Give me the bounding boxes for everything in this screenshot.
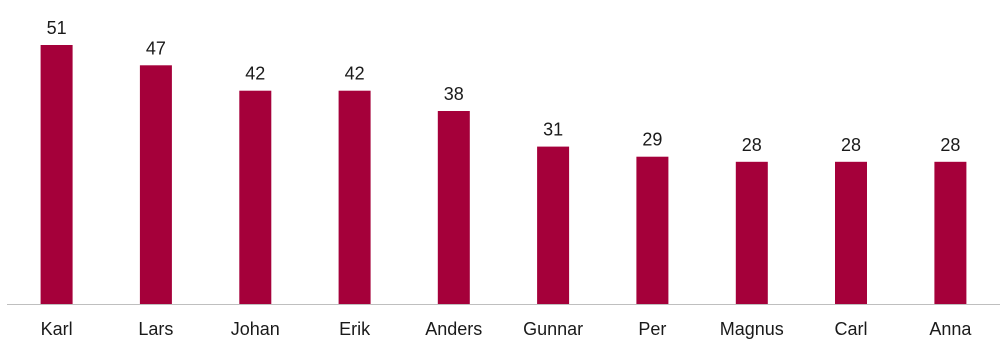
category-label-anna: Anna: [929, 319, 972, 339]
bar-magnus: [735, 161, 768, 304]
category-label-lars: Lars: [138, 319, 173, 339]
value-label-johan: 42: [245, 64, 265, 84]
bar-erik: [338, 90, 371, 304]
value-labels-layer: 51 47 42 42 38 31 29 28 28 28: [47, 18, 961, 155]
value-label-carl: 28: [841, 135, 861, 155]
bar-gunnar: [537, 146, 570, 304]
bar-johan: [239, 90, 272, 304]
bar-per: [636, 156, 669, 304]
category-label-carl: Carl: [834, 319, 867, 339]
value-label-anna: 28: [940, 135, 960, 155]
value-label-erik: 42: [345, 64, 365, 84]
bar-anders: [437, 111, 470, 304]
value-label-karl: 51: [47, 18, 67, 38]
bar-carl: [835, 161, 867, 304]
value-label-gunnar: 31: [543, 120, 563, 140]
bars-layer: [40, 45, 967, 304]
bar-lars: [139, 65, 172, 304]
category-label-johan: Johan: [231, 319, 280, 339]
category-label-gunnar: Gunnar: [523, 319, 583, 339]
value-label-per: 29: [642, 130, 662, 150]
category-label-magnus: Magnus: [720, 319, 784, 339]
value-label-magnus: 28: [742, 135, 762, 155]
bar-karl: [40, 45, 73, 304]
bar-anna: [934, 161, 967, 304]
value-label-lars: 47: [146, 38, 166, 58]
category-label-per: Per: [638, 319, 666, 339]
category-label-karl: Karl: [41, 319, 73, 339]
value-label-anders: 38: [444, 84, 464, 104]
category-labels-layer: Karl Lars Johan Erik Anders Gunnar Per Magnus Ca…: [41, 319, 973, 339]
category-label-erik: Erik: [339, 319, 371, 339]
category-label-anders: Anders: [425, 319, 482, 339]
